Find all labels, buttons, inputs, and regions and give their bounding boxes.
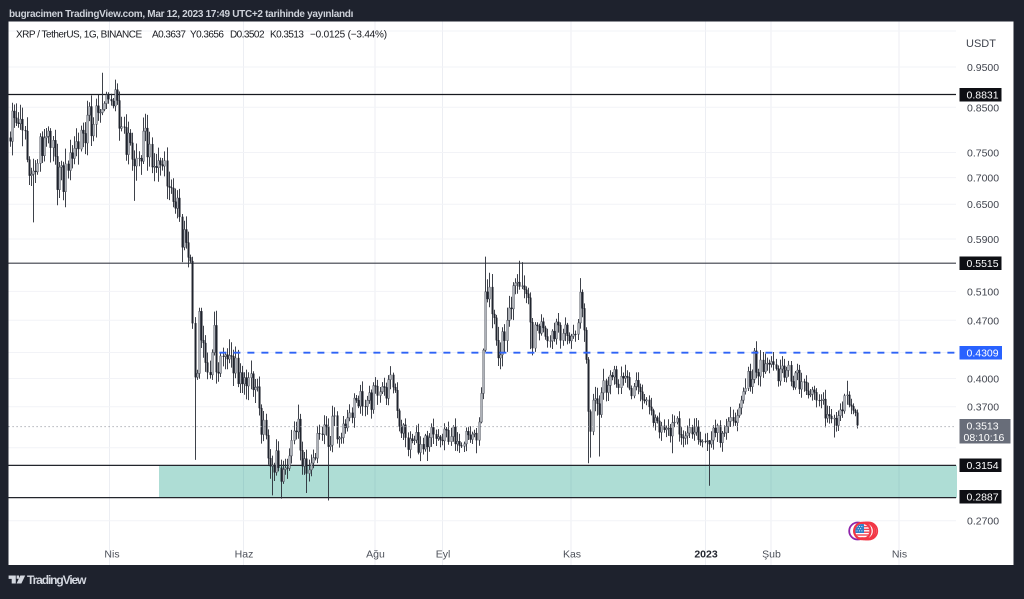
svg-text:0.7500: 0.7500 (967, 148, 999, 160)
svg-text:0.9500: 0.9500 (967, 62, 999, 74)
svg-text:0.5515: 0.5515 (967, 258, 999, 270)
svg-text:0.4700: 0.4700 (967, 315, 999, 327)
svg-text:0.8831: 0.8831 (967, 90, 999, 102)
svg-text:0.5100: 0.5100 (967, 286, 999, 298)
svg-text:Y0.3656: Y0.3656 (190, 29, 224, 40)
svg-text:Şub: Şub (762, 549, 781, 561)
svg-text:XRP / TetherUS, 1G, BINANCE: XRP / TetherUS, 1G, BINANCE (16, 29, 142, 40)
svg-text:−0.0125 (−3.44%): −0.0125 (−3.44%) (310, 29, 387, 40)
svg-text:Ağu: Ağu (366, 549, 385, 561)
svg-text:D0.3502: D0.3502 (230, 29, 265, 40)
svg-text:0.3513: 0.3513 (967, 420, 999, 432)
svg-text:K0.3513: K0.3513 (270, 29, 304, 40)
svg-text:TradingView: TradingView (27, 573, 87, 587)
svg-text:Nis: Nis (892, 549, 907, 561)
svg-text:bugracimen TradingView.com, Ma: bugracimen TradingView.com, Mar 12, 2023… (9, 9, 354, 20)
svg-text:Haz: Haz (235, 549, 254, 561)
svg-text:Eyl: Eyl (436, 549, 451, 561)
svg-text:0.3700: 0.3700 (967, 402, 999, 414)
svg-text:0.2700: 0.2700 (967, 516, 999, 528)
svg-text:Kas: Kas (563, 549, 581, 561)
svg-text:08:10:16: 08:10:16 (964, 432, 1005, 444)
svg-text:0.2887: 0.2887 (967, 492, 999, 504)
svg-text:2023: 2023 (694, 549, 718, 561)
svg-text:0.3154: 0.3154 (967, 460, 999, 472)
svg-text:0.4000: 0.4000 (967, 374, 999, 386)
svg-text:A0.3637: A0.3637 (152, 29, 186, 40)
svg-text:0.5900: 0.5900 (967, 234, 999, 246)
svg-text:0.8500: 0.8500 (967, 102, 999, 114)
svg-text:0.7000: 0.7000 (967, 173, 999, 185)
svg-text:0.6500: 0.6500 (967, 199, 999, 211)
svg-text:0.4309: 0.4309 (967, 348, 999, 360)
svg-text:Nis: Nis (104, 549, 119, 561)
svg-text:USDT: USDT (966, 38, 996, 50)
